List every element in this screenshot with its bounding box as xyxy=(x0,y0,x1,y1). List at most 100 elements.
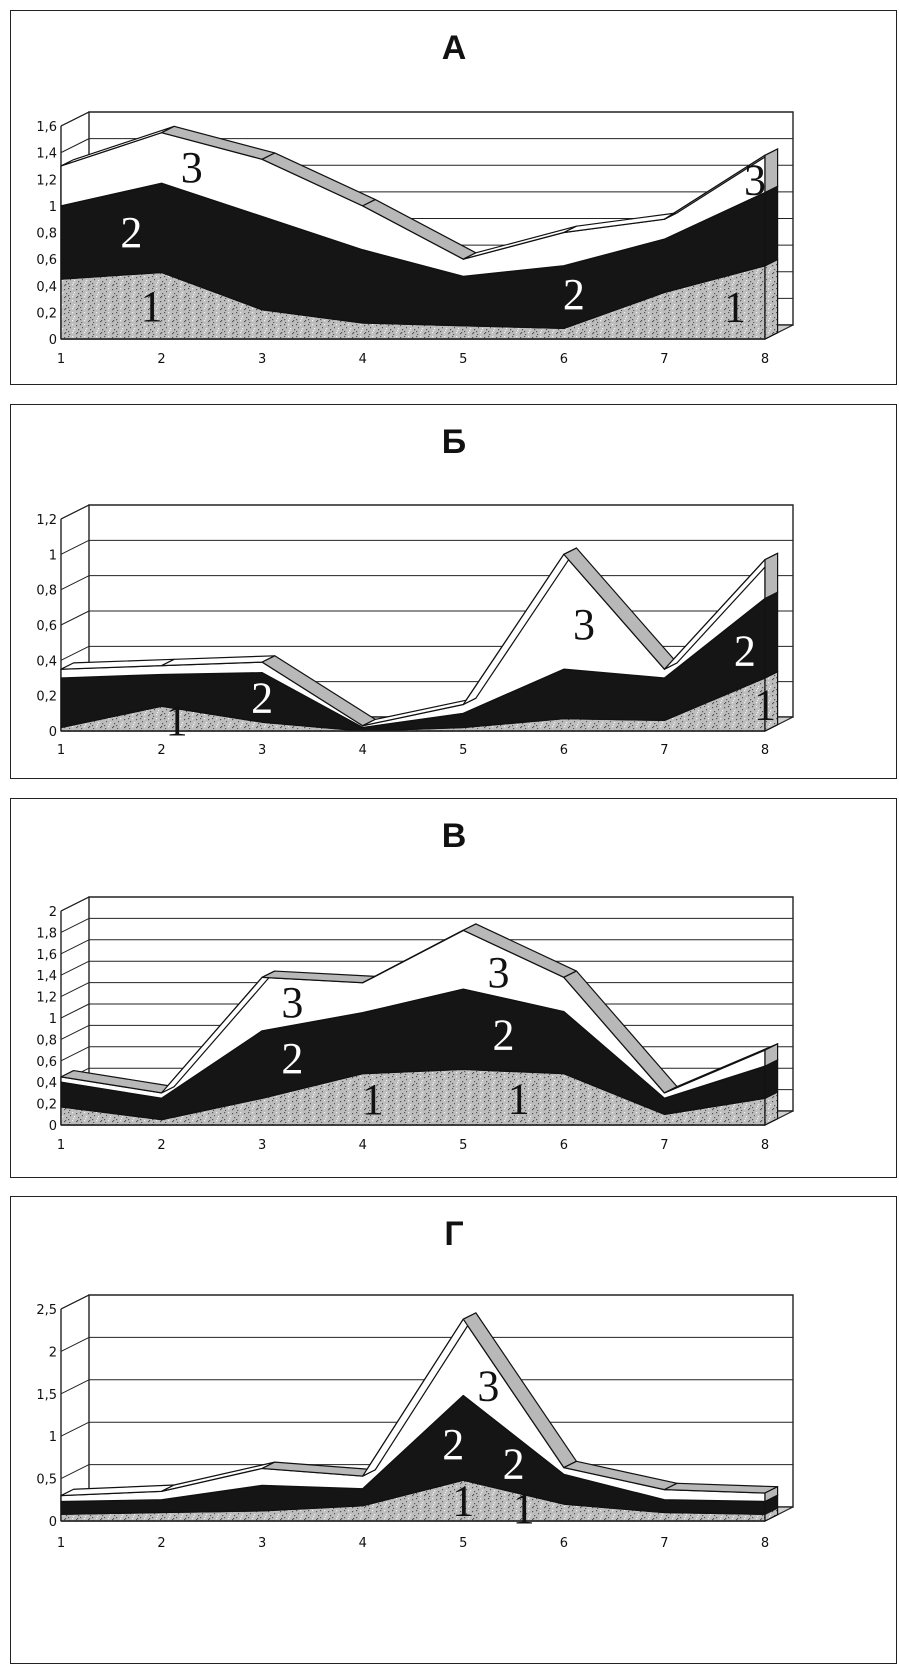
y-tick-label: 1,6 xyxy=(36,120,57,135)
y-tick-label: 0 xyxy=(49,725,57,740)
x-tick-label: 7 xyxy=(660,352,668,367)
x-tick-label: 4 xyxy=(359,1138,367,1153)
x-tick-label: 2 xyxy=(157,743,165,758)
x-tick-label: 3 xyxy=(258,1138,266,1153)
chart-title: А xyxy=(442,29,467,67)
x-tick-label: 6 xyxy=(560,352,568,367)
y-tick-label: 0,8 xyxy=(36,1033,57,1048)
x-tick-label: 2 xyxy=(157,1536,165,1551)
gridline-side xyxy=(60,575,90,591)
x-tick-label: 1 xyxy=(57,1536,65,1551)
y-tick-label: 0 xyxy=(49,333,57,348)
gridline-side xyxy=(60,1379,90,1395)
x-tick-label: 8 xyxy=(761,1138,769,1153)
y-tick-label: 0,4 xyxy=(36,1076,57,1091)
x-tick-label: 7 xyxy=(660,1138,668,1153)
area-side-face xyxy=(764,591,779,679)
x-tick-label: 5 xyxy=(459,1536,467,1551)
series-label: 2 xyxy=(493,1011,515,1060)
x-tick-label: 4 xyxy=(359,352,367,367)
y-axis-top xyxy=(60,111,90,127)
series-label: 3 xyxy=(181,143,203,192)
gridline-side xyxy=(60,1464,90,1480)
gridline-side xyxy=(60,1024,90,1040)
chart-g: Г00,511,522,51 2 3 4 5 6 7 832 21 1 xyxy=(36,1215,794,1551)
y-axis-top xyxy=(60,896,90,912)
y-tick-label: 1,4 xyxy=(36,147,57,162)
series-label: 3 xyxy=(744,155,766,204)
x-tick-label: 2 xyxy=(157,1138,165,1153)
y-tick-label: 0,4 xyxy=(36,280,57,295)
y-tick-label: 0,2 xyxy=(36,690,57,705)
x-tick-label: 3 xyxy=(258,352,266,367)
chart-panel-a: А 0 0,2 0,4 0,6 0,8 1 1,2 1,4 1,6 1 2 3 4 5 6 7 8 3 2 1 2 1 3 xyxy=(10,10,897,385)
area-side-face xyxy=(764,148,779,194)
series-label: 2 xyxy=(251,673,273,722)
x-tick-label: 4 xyxy=(359,743,367,758)
y-tick-label: 2 xyxy=(49,905,57,920)
y-tick-label: 1 xyxy=(49,200,57,215)
series-label: 2 xyxy=(120,208,142,257)
series-label: 2 xyxy=(281,1034,303,1083)
y-tick-label: 2,5 xyxy=(36,1303,57,1318)
series-label: 2 xyxy=(734,626,756,675)
series-label: 1 xyxy=(362,1075,384,1124)
y-tick-label: 1,2 xyxy=(36,173,57,188)
y-tick-label: 0,6 xyxy=(36,1055,57,1070)
x-tick-label: 2 xyxy=(157,352,165,367)
y-tick-label: 0,4 xyxy=(36,654,57,669)
y-tick-label: 1 xyxy=(49,1430,57,1445)
y-tick-label: 1,4 xyxy=(36,969,57,984)
gridline-side xyxy=(60,1421,90,1437)
area-side-face xyxy=(764,185,779,267)
series-label: 1 xyxy=(508,1074,530,1123)
y-tick-label: 0,6 xyxy=(36,619,57,634)
series-label: 2 xyxy=(503,1440,525,1489)
x-tick-label: 7 xyxy=(660,1536,668,1551)
y-tick-label: 1,2 xyxy=(36,991,57,1006)
gridline-side xyxy=(60,645,90,661)
x-tick-label: 6 xyxy=(560,743,568,758)
area-side-face xyxy=(764,552,779,600)
chart-title: Б xyxy=(442,423,466,461)
y-axis-top xyxy=(60,504,90,520)
area-side-face xyxy=(764,1042,779,1068)
series-label: 3 xyxy=(281,978,303,1027)
series-label: 3 xyxy=(477,1362,499,1411)
series-label: 2 xyxy=(442,1420,464,1469)
x-tick-label: 3 xyxy=(258,743,266,758)
gridline-side xyxy=(60,539,90,555)
x-tick-label: 7 xyxy=(660,743,668,758)
y-tick-label: 0,5 xyxy=(36,1473,57,1488)
gridline-side xyxy=(60,960,90,976)
y-tick-label: 0,8 xyxy=(36,584,57,599)
chart-v: В 0 0,2 0,4 0,6 0,8 1 1,2 1,4 1,6 1,8 2 1 2 3 4 5 6 7 8 3 2 1 3… xyxy=(36,817,794,1153)
x-tick-label: 5 xyxy=(459,352,467,367)
x-tick-label: 8 xyxy=(761,352,769,367)
gridline-side xyxy=(60,939,90,955)
gridline-side xyxy=(60,917,90,933)
series-label: 3 xyxy=(487,948,509,997)
gridline-side xyxy=(60,610,90,626)
x-tick-label: 1 xyxy=(57,743,65,758)
y-tick-label: 1 xyxy=(49,548,57,563)
chart-panel-g: Г 0 0,5 1 1,5 2 2,5 1 2 3 4 5 6 7 8 3 2 2 1 1 xyxy=(10,1196,897,1664)
series-label: 3 xyxy=(573,600,595,649)
y-tick-label: 0,2 xyxy=(36,1098,57,1113)
x-tick-label: 6 xyxy=(560,1138,568,1153)
x-tick-label: 4 xyxy=(359,1536,367,1551)
series-label: 1 xyxy=(166,696,188,745)
x-tick-label: 1 xyxy=(57,352,65,367)
chart-panel-v: В 0 0,2 0,4 0,6 0,8 1 1,2 1,4 1,6 1,8 2 1 2 3 4 5 6 7 8 3 2 1 3… xyxy=(10,798,897,1178)
y-tick-label: 1,2 xyxy=(36,513,57,528)
series-label: 2 xyxy=(563,270,585,319)
area-side-face xyxy=(764,1485,779,1503)
x-tick-label: 1 xyxy=(57,1138,65,1153)
x-tick-label: 5 xyxy=(459,1138,467,1153)
x-tick-label: 8 xyxy=(761,1536,769,1551)
y-tick-label: 0 xyxy=(49,1119,57,1134)
y-axis-top xyxy=(60,1294,90,1310)
gridline-side xyxy=(60,138,90,154)
